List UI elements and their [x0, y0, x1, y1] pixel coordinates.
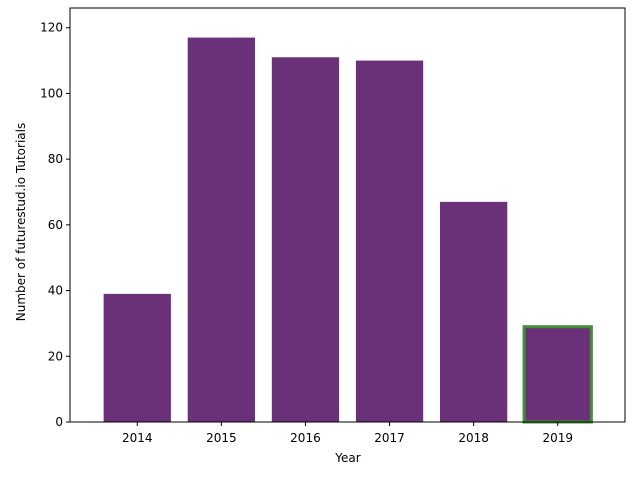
plot-frame	[69, 7, 626, 423]
x-tick-label: 2019	[542, 431, 573, 445]
y-tick-label: 120	[40, 21, 63, 35]
bar-2014	[103, 293, 171, 422]
y-axis-label: Number of futurestud.io Tutorials	[14, 123, 28, 321]
y-tick-label: 0	[55, 415, 63, 429]
y-tick-label: 60	[48, 218, 63, 232]
bar-2018	[440, 201, 508, 422]
x-tick-label: 2015	[206, 431, 237, 445]
x-tick-label: 2016	[290, 431, 321, 445]
y-tick-label: 80	[48, 152, 63, 166]
axes-layer: 0 20 40 60 80 100 120 2014 2015 2016 2017 2018 2019	[40, 7, 626, 445]
x-axis-label: Year	[334, 451, 360, 465]
y-tick-label: 20	[48, 349, 63, 363]
bar-2017	[355, 60, 424, 422]
x-tick-label: 2018	[458, 431, 489, 445]
bar-2015	[187, 37, 255, 422]
x-tick-label: 2017	[374, 431, 405, 445]
y-tick-label: 40	[48, 284, 63, 298]
x-tick-label: 2014	[122, 431, 153, 445]
bar-2019	[522, 325, 593, 424]
y-tick-label: 100	[40, 86, 63, 100]
bars-layer	[103, 37, 593, 424]
bar-2016	[271, 57, 340, 423]
